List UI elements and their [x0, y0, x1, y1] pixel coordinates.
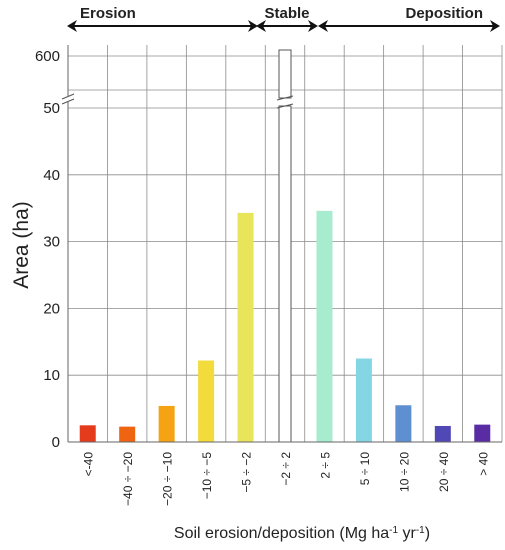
x-tick-label: 20 ÷ 40 [437, 452, 451, 492]
zone-arrow-erosion-head-right [248, 20, 258, 32]
bar [316, 210, 333, 442]
bar [119, 426, 136, 442]
bar [79, 425, 96, 442]
y-tick-label: 30 [43, 234, 60, 251]
bar-broken-upper [278, 49, 292, 99]
bar [355, 358, 372, 442]
zone-arrow-deposition [318, 20, 500, 32]
x-axis-label: Soil erosion/deposition (Mg ha-1 yr-1) [174, 525, 430, 543]
y-axis-label: Area (ha) [10, 201, 33, 289]
x-tick-label: 5 ÷ 10 [358, 452, 372, 486]
zone-label: Deposition [406, 5, 484, 22]
bar-broken-lower [278, 105, 292, 443]
x-axis-label-sup1: -1 [389, 525, 398, 536]
zone-arrow-stable-head-left [256, 20, 266, 32]
zone-arrow-stable-head-right [308, 20, 318, 32]
x-tick-label: 10 ÷ 20 [397, 452, 411, 492]
x-tick-label: −2 ÷ 2 [279, 452, 293, 486]
bar [237, 212, 254, 442]
bar [198, 360, 215, 442]
zone-arrow-erosion [67, 20, 258, 32]
zone-arrow-deposition-head-right [490, 20, 500, 32]
x-axis-label-end: ) [425, 525, 430, 542]
x-tick-label: −5 ÷ −2 [240, 452, 254, 493]
zone-arrow-erosion-head-left [67, 20, 77, 32]
x-tick-label: > 40 [476, 452, 490, 476]
x-axis-label-main: Soil erosion/deposition (Mg ha [174, 525, 389, 542]
x-axis-label-mid: yr [398, 525, 416, 542]
x-axis-label-sup2: -1 [416, 525, 425, 536]
x-tick-label: 2 ÷ 5 [318, 452, 332, 479]
bar [434, 425, 451, 442]
bar-break-mark [276, 95, 294, 101]
y-tick-label: 10 [43, 367, 60, 384]
bar [395, 405, 412, 442]
y-tick-label: 0 [52, 434, 60, 451]
x-tick-labels: <-40 −40 ÷ −20 −20 ÷ −10 −10 ÷ −5 −5 ÷ −2 −2 … [82, 452, 491, 506]
axis-break-mark [61, 98, 75, 105]
bar-break-mark [276, 103, 294, 109]
axes [61, 45, 502, 443]
y-tick-label: 50 [43, 100, 60, 117]
zone-label: Stable [264, 5, 309, 22]
y-tick-label: 40 [43, 167, 60, 184]
y-tick-label: 20 [43, 300, 60, 317]
zone-arrows: Erosion Stable Deposition [67, 5, 500, 32]
x-tick-label: <-40 [82, 452, 96, 477]
x-tick-label: −40 ÷ −20 [121, 452, 135, 506]
x-tick-label: −10 ÷ −5 [200, 452, 214, 500]
x-tick-label: −20 ÷ −10 [161, 452, 175, 506]
y-tick-label-upper: 600 [35, 48, 60, 65]
zone-arrow-stable [256, 20, 318, 32]
bars [79, 49, 491, 443]
bar [474, 424, 491, 442]
bar [158, 405, 175, 442]
zone-arrow-deposition-head-left [318, 20, 328, 32]
axis-break-mark [61, 93, 75, 100]
axis-break-gap [62, 96, 74, 102]
zone-label: Erosion [80, 5, 136, 22]
y-tick-labels: 0 10 20 30 40 50 600 [35, 48, 60, 451]
